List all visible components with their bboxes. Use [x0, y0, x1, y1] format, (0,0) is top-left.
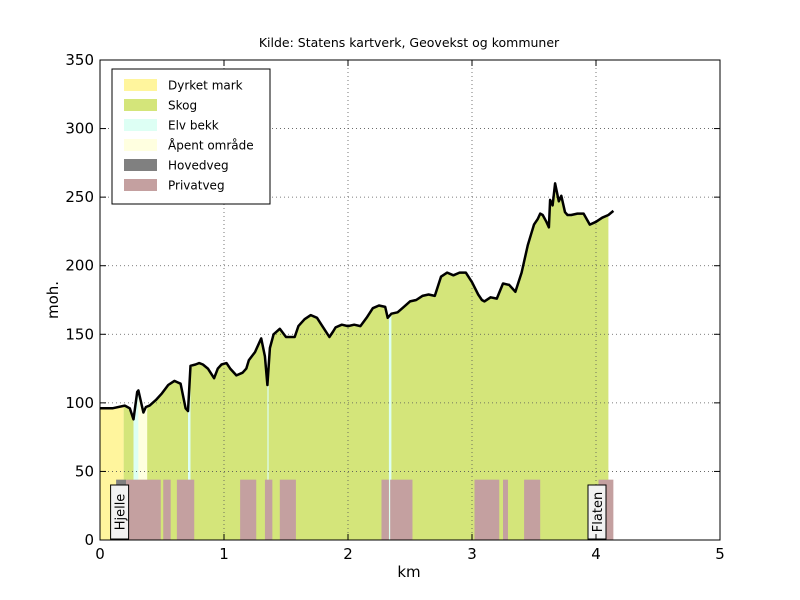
legend-swatch	[124, 179, 157, 191]
place-label-group: Hjelle	[110, 484, 130, 540]
landcover-skog	[147, 183, 609, 540]
road-band-privatveg	[163, 479, 171, 540]
y-tick-label: 250	[65, 188, 94, 206]
legend-swatch	[124, 139, 157, 151]
road-band-privatveg	[240, 479, 257, 540]
road-band-privatveg	[503, 479, 508, 540]
legend-label: Privatveg	[168, 179, 225, 193]
legend-label: Åpent område	[168, 138, 254, 153]
place-label-group: Flaten	[587, 484, 607, 540]
place-label: Flaten	[591, 492, 606, 532]
x-tick-label: 5	[715, 545, 725, 563]
legend-swatch	[124, 159, 157, 171]
place-label-box	[110, 484, 130, 540]
legend-swatch	[124, 79, 157, 91]
road-band-privatveg	[381, 479, 389, 540]
place-labels: Hjelle Flaten	[110, 484, 607, 540]
road-band-privatveg	[126, 479, 161, 540]
road-band-privatveg	[279, 479, 296, 540]
place-label-box	[587, 484, 607, 540]
elevation-line-group	[100, 182, 615, 421]
y-tick-label: 300	[65, 120, 94, 138]
y-tick-label: 100	[65, 394, 94, 412]
x-axis-label: km	[397, 563, 420, 581]
elevation-line	[100, 182, 615, 421]
legend-label: Elv bekk	[168, 119, 219, 133]
chart-title: Kilde: Statens kartverk, Geovekst og kom…	[259, 35, 560, 50]
legend-swatch	[124, 119, 157, 131]
legend-label: Skog	[168, 99, 197, 113]
y-tick-label: 150	[65, 325, 94, 343]
y-axis-label: moh.	[44, 281, 62, 319]
x-tick-label: 3	[467, 545, 477, 563]
x-tick-label: 0	[95, 545, 105, 563]
road-band-privatveg	[524, 479, 541, 540]
y-tick-label: 350	[65, 51, 94, 69]
x-tick-label: 2	[343, 545, 353, 563]
x-tick-label: 1	[219, 545, 229, 563]
road-band-privatveg	[390, 479, 413, 540]
road-band-privatveg	[176, 479, 195, 540]
legend-label: Dyrket mark	[168, 79, 243, 93]
legend-label: Hovedveg	[168, 159, 229, 173]
y-tick-label: 0	[84, 531, 94, 549]
y-tick-label: 200	[65, 257, 94, 275]
x-tick-label: 4	[591, 545, 601, 563]
road-band-privatveg	[474, 479, 500, 540]
place-label: Hjelle	[114, 494, 129, 531]
y-tick-label: 50	[75, 462, 94, 480]
plot-frame	[99, 59, 721, 541]
legend: Dyrket mark Skog Elv bekk Åpent område Hoved…	[111, 68, 271, 205]
road-band-privatveg	[264, 479, 273, 540]
grid-lines	[100, 60, 720, 540]
legend-swatch	[124, 99, 157, 111]
